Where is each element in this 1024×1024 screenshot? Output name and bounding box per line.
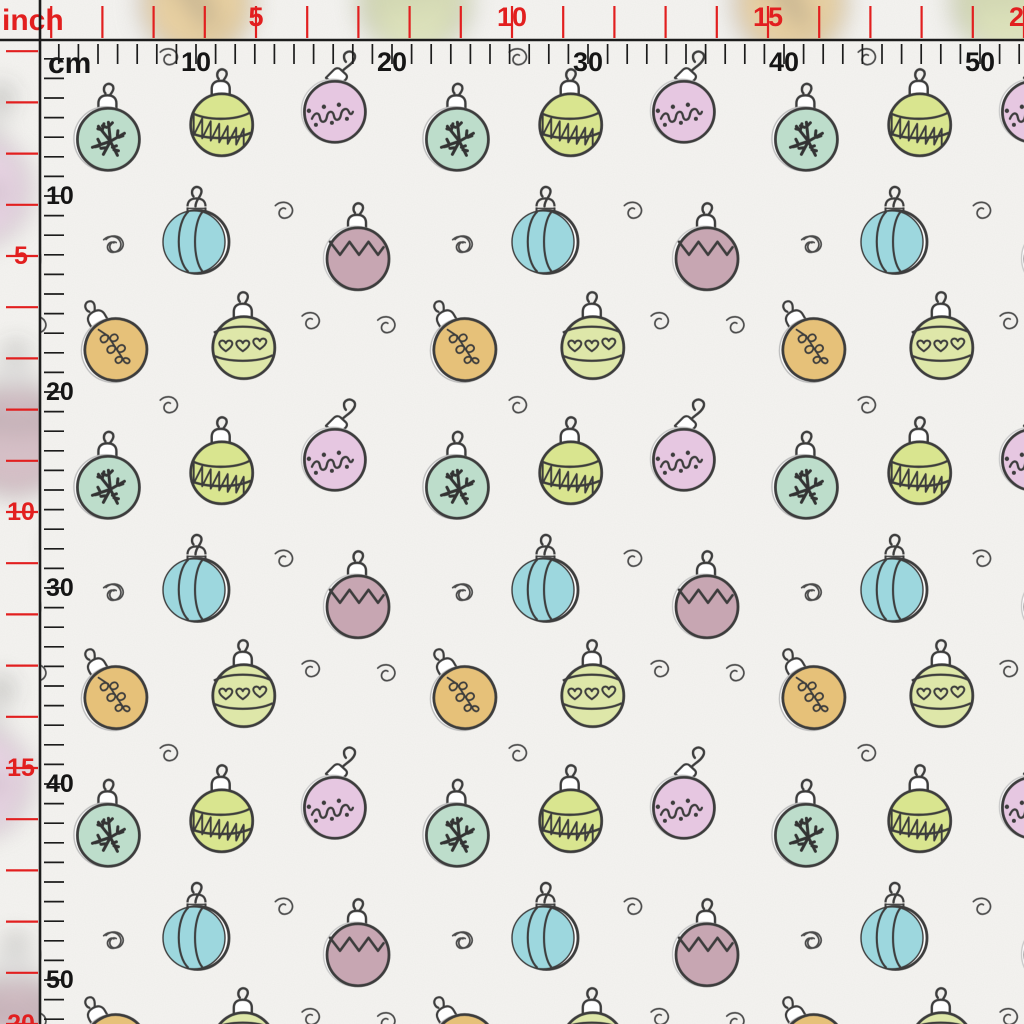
svg-text:20: 20 [46, 378, 74, 406]
svg-text:20: 20 [7, 1010, 35, 1024]
svg-text:cm: cm [48, 47, 91, 80]
svg-text:20: 20 [377, 47, 407, 77]
svg-text:inch: inch [2, 4, 64, 37]
svg-text:15: 15 [753, 2, 783, 32]
svg-text:40: 40 [769, 47, 799, 77]
svg-text:40: 40 [46, 770, 74, 798]
svg-text:10: 10 [46, 182, 74, 210]
svg-text:10: 10 [497, 2, 527, 32]
svg-text:10: 10 [181, 47, 211, 77]
svg-text:5: 5 [248, 2, 263, 32]
svg-text:50: 50 [965, 47, 995, 77]
svg-text:10: 10 [7, 498, 35, 526]
svg-text:5: 5 [14, 242, 28, 270]
svg-text:30: 30 [46, 574, 74, 602]
svg-text:15: 15 [7, 754, 35, 782]
svg-text:20: 20 [1009, 2, 1024, 32]
svg-text:50: 50 [46, 966, 74, 994]
svg-text:30: 30 [573, 47, 603, 77]
